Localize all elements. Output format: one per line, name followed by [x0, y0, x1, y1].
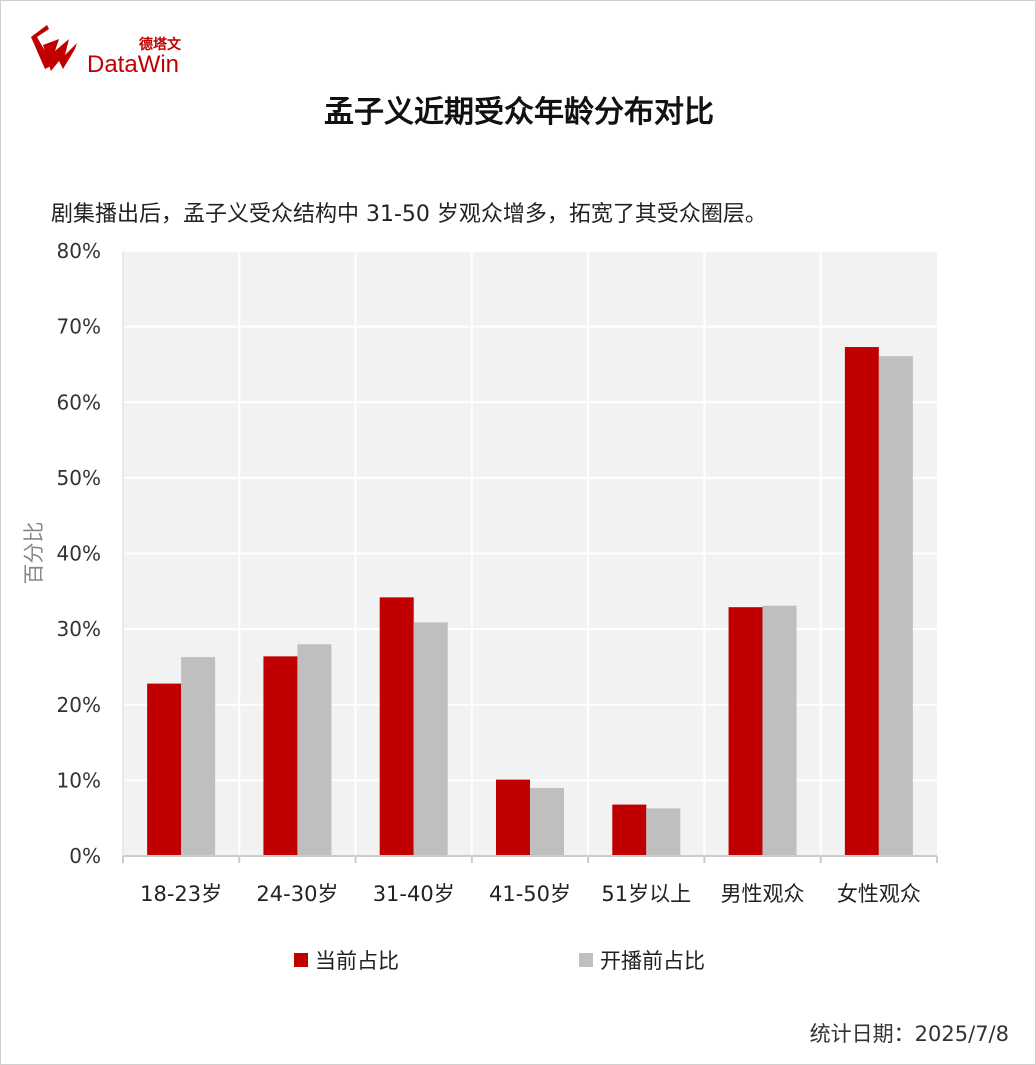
y-axis-ticks: 0% 10% 20% 30% 40% 50% 60% 70% 80% — [57, 239, 101, 868]
y-tick-label: 50% — [57, 466, 101, 490]
bar-current-6 — [844, 347, 879, 856]
bar-before-1 — [297, 644, 332, 856]
bar-before-2 — [413, 622, 448, 856]
y-tick-label: 20% — [57, 693, 101, 717]
y-tick-label: 80% — [57, 239, 101, 263]
bar-current-0 — [147, 683, 182, 856]
legend-label-current: 当前占比 — [315, 949, 399, 973]
bar-before-5 — [762, 605, 797, 856]
x-axis-categories: 18-23岁 24-30岁 31-40岁 41-50岁 51岁以上 男性观众 女性观众 — [140, 882, 921, 906]
y-tick-label: 0% — [69, 844, 101, 868]
legend-swatch-current — [294, 953, 308, 967]
logo-english-text: DataWin — [87, 51, 180, 78]
stat-date: 统计日期：2025/7/8 — [809, 1022, 1009, 1046]
bar-before-6 — [878, 356, 913, 856]
bar-before-3 — [530, 787, 564, 856]
datawin-logo: 德塔文 DataWin — [25, 21, 195, 78]
bars — [147, 347, 913, 856]
chart-title: 孟子义近期受众年龄分布对比 — [324, 95, 714, 130]
x-category-label: 女性观众 — [837, 882, 921, 906]
y-axis-label: 百分比 — [22, 522, 46, 585]
legend-swatch-before — [579, 953, 593, 967]
legend: 当前占比 开播前占比 — [294, 949, 705, 973]
y-tick-label: 60% — [57, 390, 101, 414]
bar-current-2 — [379, 597, 414, 856]
chart-subtitle: 剧集播出后，孟子义受众结构中 31-50 岁观众增多，拓宽了其受众圈层。 — [51, 202, 767, 227]
x-category-label: 男性观众 — [721, 882, 805, 906]
x-category-label: 41-50岁 — [489, 882, 571, 906]
bar-current-4 — [612, 804, 647, 856]
bar-before-0 — [181, 657, 216, 856]
logo-chinese-text: 德塔文 — [139, 37, 181, 53]
x-category-label: 51岁以上 — [601, 882, 691, 906]
y-tick-label: 10% — [57, 768, 101, 792]
x-category-label: 24-30岁 — [256, 882, 338, 906]
legend-label-before: 开播前占比 — [600, 949, 705, 973]
y-tick-label: 70% — [57, 315, 101, 339]
bar-current-5 — [728, 607, 763, 856]
bar-current-3 — [496, 779, 530, 856]
bar-before-4 — [646, 808, 681, 856]
y-tick-label: 40% — [57, 542, 101, 566]
bar-chart: 0% 10% 20% 30% 40% 50% 60% 70% 80% 18-23岁 24-30岁 3… — [22, 239, 938, 973]
x-category-label: 18-23岁 — [140, 882, 222, 906]
datawin-logo-mark-icon — [31, 25, 77, 71]
y-tick-label: 30% — [57, 617, 101, 641]
x-category-label: 31-40岁 — [373, 882, 455, 906]
x-axis — [122, 251, 938, 863]
bar-current-1 — [263, 656, 298, 856]
